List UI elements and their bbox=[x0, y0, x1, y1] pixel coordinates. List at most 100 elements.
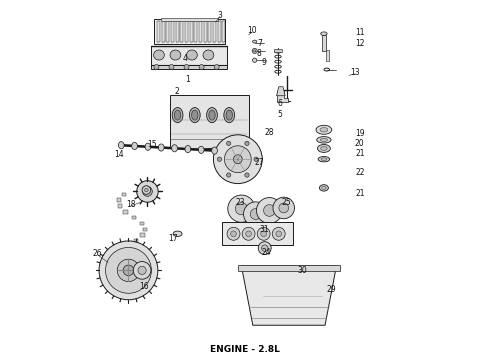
Ellipse shape bbox=[174, 110, 181, 120]
Bar bbox=[151, 65, 227, 69]
Text: 10: 10 bbox=[247, 26, 257, 35]
Text: 8: 8 bbox=[257, 49, 262, 58]
Circle shape bbox=[245, 141, 249, 145]
Bar bbox=[162, 22, 165, 41]
Circle shape bbox=[199, 64, 204, 69]
Ellipse shape bbox=[320, 147, 327, 150]
Ellipse shape bbox=[224, 108, 235, 123]
Bar bbox=[140, 222, 144, 225]
Text: 30: 30 bbox=[297, 266, 307, 275]
Circle shape bbox=[137, 181, 158, 202]
Circle shape bbox=[272, 227, 285, 240]
Circle shape bbox=[227, 227, 240, 240]
Text: 18: 18 bbox=[126, 200, 136, 209]
Ellipse shape bbox=[158, 144, 164, 151]
Text: 25: 25 bbox=[281, 198, 291, 207]
Ellipse shape bbox=[321, 158, 327, 161]
Bar bbox=[218, 22, 220, 41]
Bar bbox=[222, 22, 225, 41]
Circle shape bbox=[214, 135, 262, 184]
Ellipse shape bbox=[173, 231, 182, 237]
Bar bbox=[132, 216, 136, 220]
Circle shape bbox=[218, 157, 221, 161]
Ellipse shape bbox=[320, 138, 327, 141]
Ellipse shape bbox=[316, 125, 332, 134]
Polygon shape bbox=[277, 91, 288, 102]
Bar bbox=[167, 22, 170, 41]
Bar bbox=[153, 19, 225, 44]
Ellipse shape bbox=[185, 145, 191, 153]
Text: 11: 11 bbox=[355, 28, 365, 37]
Bar bbox=[326, 50, 329, 60]
Ellipse shape bbox=[132, 143, 138, 149]
Bar bbox=[134, 239, 139, 243]
Text: 27: 27 bbox=[254, 158, 264, 167]
Bar bbox=[185, 22, 188, 41]
Bar bbox=[170, 95, 248, 148]
Circle shape bbox=[214, 64, 219, 69]
Circle shape bbox=[276, 231, 282, 237]
Circle shape bbox=[235, 203, 247, 215]
Text: 3: 3 bbox=[218, 10, 222, 19]
Ellipse shape bbox=[318, 157, 330, 162]
Circle shape bbox=[99, 241, 158, 300]
Circle shape bbox=[224, 146, 251, 172]
Circle shape bbox=[145, 188, 148, 192]
Circle shape bbox=[142, 186, 151, 194]
Bar bbox=[171, 22, 174, 41]
Circle shape bbox=[105, 247, 151, 293]
Ellipse shape bbox=[319, 185, 328, 191]
Circle shape bbox=[231, 231, 236, 237]
Text: 12: 12 bbox=[355, 39, 365, 48]
Bar bbox=[274, 49, 282, 52]
Polygon shape bbox=[276, 87, 285, 96]
Bar bbox=[117, 198, 122, 202]
Bar bbox=[238, 265, 340, 271]
Circle shape bbox=[143, 186, 152, 196]
Circle shape bbox=[252, 58, 257, 62]
Text: 4: 4 bbox=[182, 54, 187, 63]
Bar bbox=[161, 18, 218, 22]
Text: 9: 9 bbox=[262, 58, 267, 67]
Ellipse shape bbox=[320, 127, 328, 132]
Circle shape bbox=[250, 208, 261, 220]
Bar bbox=[176, 22, 179, 41]
Text: 14: 14 bbox=[114, 150, 123, 159]
Text: 21: 21 bbox=[355, 149, 365, 158]
Circle shape bbox=[184, 64, 189, 69]
Ellipse shape bbox=[192, 110, 198, 120]
Circle shape bbox=[261, 231, 267, 237]
Bar bbox=[221, 222, 294, 245]
Bar bbox=[322, 35, 326, 51]
Ellipse shape bbox=[172, 145, 177, 152]
Text: 22: 22 bbox=[355, 168, 365, 177]
Ellipse shape bbox=[209, 110, 215, 120]
Ellipse shape bbox=[145, 143, 151, 150]
Text: 21: 21 bbox=[355, 189, 365, 198]
Ellipse shape bbox=[203, 50, 214, 60]
Circle shape bbox=[254, 157, 258, 161]
Circle shape bbox=[133, 262, 151, 279]
Bar bbox=[208, 22, 211, 41]
Text: 13: 13 bbox=[351, 68, 360, 77]
Circle shape bbox=[256, 198, 282, 224]
Ellipse shape bbox=[190, 108, 200, 123]
Text: 29: 29 bbox=[327, 285, 337, 294]
Text: 7: 7 bbox=[257, 39, 262, 48]
Circle shape bbox=[169, 64, 174, 69]
Ellipse shape bbox=[317, 136, 331, 143]
Polygon shape bbox=[242, 266, 337, 325]
Circle shape bbox=[226, 173, 231, 177]
Circle shape bbox=[242, 227, 255, 240]
Bar bbox=[122, 193, 126, 196]
Ellipse shape bbox=[170, 50, 181, 60]
Circle shape bbox=[279, 203, 289, 213]
Ellipse shape bbox=[320, 32, 327, 36]
Ellipse shape bbox=[226, 110, 232, 120]
Ellipse shape bbox=[321, 186, 326, 189]
Text: 6: 6 bbox=[278, 99, 283, 108]
Ellipse shape bbox=[119, 141, 124, 149]
Circle shape bbox=[117, 259, 140, 282]
Text: 16: 16 bbox=[139, 282, 148, 291]
Circle shape bbox=[264, 205, 275, 216]
